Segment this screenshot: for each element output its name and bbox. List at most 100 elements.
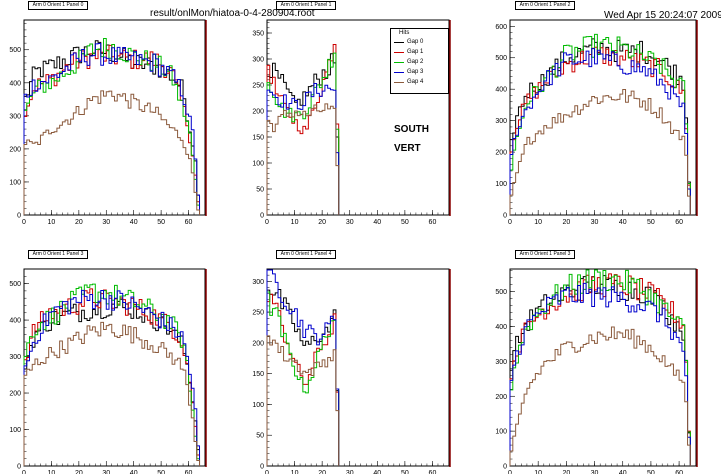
x-tick-label: 0 [508, 470, 512, 474]
y-tick-label: 500 [9, 47, 21, 54]
histogram-series [266, 53, 340, 215]
legend-entry: Gap 3 [393, 68, 448, 76]
histogram-series [509, 326, 691, 466]
legend-swatch [394, 72, 404, 73]
x-tick-label: 30 [346, 219, 354, 226]
x-tick-label: 40 [619, 470, 627, 474]
y-tick-label: 300 [252, 57, 264, 64]
histogram-series [23, 44, 201, 215]
y-tick-label: 100 [252, 402, 264, 409]
x-tick-label: 40 [619, 219, 627, 226]
orient-label: VERT [394, 143, 421, 154]
histogram-series [509, 48, 691, 215]
x-tick-label: 40 [373, 470, 381, 474]
histogram-series [23, 289, 201, 466]
x-tick-label: 20 [562, 470, 570, 474]
legend-entry: Gap 0 [393, 38, 448, 46]
arm-label: SOUTH [394, 124, 429, 135]
panel-title: Arm 0 Orient 1 Panel 1 [276, 1, 336, 10]
legend-label: Gap 3 [407, 69, 424, 75]
y-tick-label: 0 [17, 464, 21, 471]
x-tick-label: 50 [401, 219, 409, 226]
histogram-series [509, 46, 691, 215]
x-tick-label: 0 [265, 219, 269, 226]
legend-entry: Gap 1 [393, 48, 448, 56]
y-tick-label: 200 [495, 150, 507, 157]
x-tick-label: 10 [48, 219, 56, 226]
y-tick-label: 300 [9, 354, 21, 361]
x-tick-label: 30 [591, 219, 599, 226]
timestamp: Wed Apr 15 20:24:07 2009 [604, 10, 721, 21]
panel-title: Arm 0 Orient 1 Panel 3 [515, 250, 575, 259]
histogram-panel: 0 10 20 30 40 50 60 0 100 200 300 400 500 [9, 19, 207, 226]
histogram-series [509, 282, 691, 466]
histogram-series [509, 38, 691, 215]
y-tick-label: 0 [260, 464, 264, 471]
y-tick-label: 400 [495, 87, 507, 94]
y-tick-label: 150 [252, 371, 264, 378]
panel-title: Arm 0 Orient 1 Panel 3 [28, 250, 88, 259]
y-tick-label: 200 [9, 391, 21, 398]
y-tick-label: 100 [495, 181, 507, 188]
x-tick-label: 50 [157, 219, 165, 226]
histogram-series [266, 83, 340, 215]
y-tick-label: 100 [495, 429, 507, 436]
y-tick-label: 200 [252, 109, 264, 116]
y-tick-label: 300 [495, 359, 507, 366]
histogram-series [509, 33, 691, 215]
legend-label: Gap 2 [407, 59, 424, 65]
y-tick-label: 50 [256, 187, 264, 194]
x-tick-label: 30 [591, 470, 599, 474]
legend-label: Gap 1 [407, 49, 424, 55]
x-tick-label: 10 [534, 219, 542, 226]
y-tick-label: 200 [495, 394, 507, 401]
x-tick-label: 60 [429, 219, 437, 226]
x-tick-label: 40 [130, 219, 138, 226]
x-tick-label: 60 [675, 219, 683, 226]
legend-entry: Gap 2 [393, 58, 448, 66]
y-tick-label: 0 [260, 213, 264, 220]
y-tick-label: 500 [495, 55, 507, 62]
x-tick-label: 10 [534, 470, 542, 474]
y-tick-label: 0 [17, 213, 21, 220]
x-tick-label: 10 [291, 470, 299, 474]
histogram-panel: 0 10 20 30 40 50 60 0 50 100 150 200 250 300 350 [252, 19, 451, 226]
y-tick-label: 600 [495, 24, 507, 31]
panel-title: Arm 0 Orient 1 Panel 2 [515, 1, 575, 10]
x-tick-label: 30 [102, 470, 110, 474]
x-tick-label: 60 [185, 470, 193, 474]
x-tick-label: 10 [48, 470, 56, 474]
panel-title: Arm 0 Orient 1 Panel 4 [276, 250, 336, 259]
histogram-series [509, 273, 691, 466]
legend-swatch [394, 82, 404, 83]
legend-swatch [394, 52, 404, 53]
histogram-series [23, 90, 201, 215]
y-tick-label: 250 [252, 310, 264, 317]
histogram-series [266, 335, 340, 466]
y-tick-label: 200 [252, 340, 264, 347]
x-tick-label: 40 [130, 470, 138, 474]
x-tick-label: 50 [647, 219, 655, 226]
plot-frame [509, 268, 697, 467]
y-tick-label: 500 [495, 289, 507, 296]
histogram-panel: 0 10 20 30 40 50 60 0 100 200 300 400 500 [9, 268, 207, 474]
x-tick-label: 20 [75, 219, 83, 226]
y-tick-label: 400 [9, 318, 21, 325]
histogram-series [23, 43, 201, 215]
histogram-series [266, 52, 340, 215]
legend-label: Gap 0 [407, 39, 424, 45]
y-tick-label: 100 [252, 161, 264, 168]
legend-label: Gap 4 [407, 79, 424, 85]
y-tick-label: 200 [9, 146, 21, 153]
y-tick-label: 300 [252, 279, 264, 286]
histogram-series [509, 88, 691, 215]
y-tick-label: 500 [9, 281, 21, 288]
histogram-panel: 0 10 20 30 40 50 60 0 100 200 300 400 500 [495, 268, 698, 474]
x-tick-label: 10 [291, 219, 299, 226]
y-tick-label: 400 [495, 324, 507, 331]
x-tick-label: 20 [75, 470, 83, 474]
y-tick-label: 250 [252, 83, 264, 90]
histogram-series [266, 291, 340, 466]
x-tick-label: 50 [647, 470, 655, 474]
y-tick-label: 300 [9, 113, 21, 120]
